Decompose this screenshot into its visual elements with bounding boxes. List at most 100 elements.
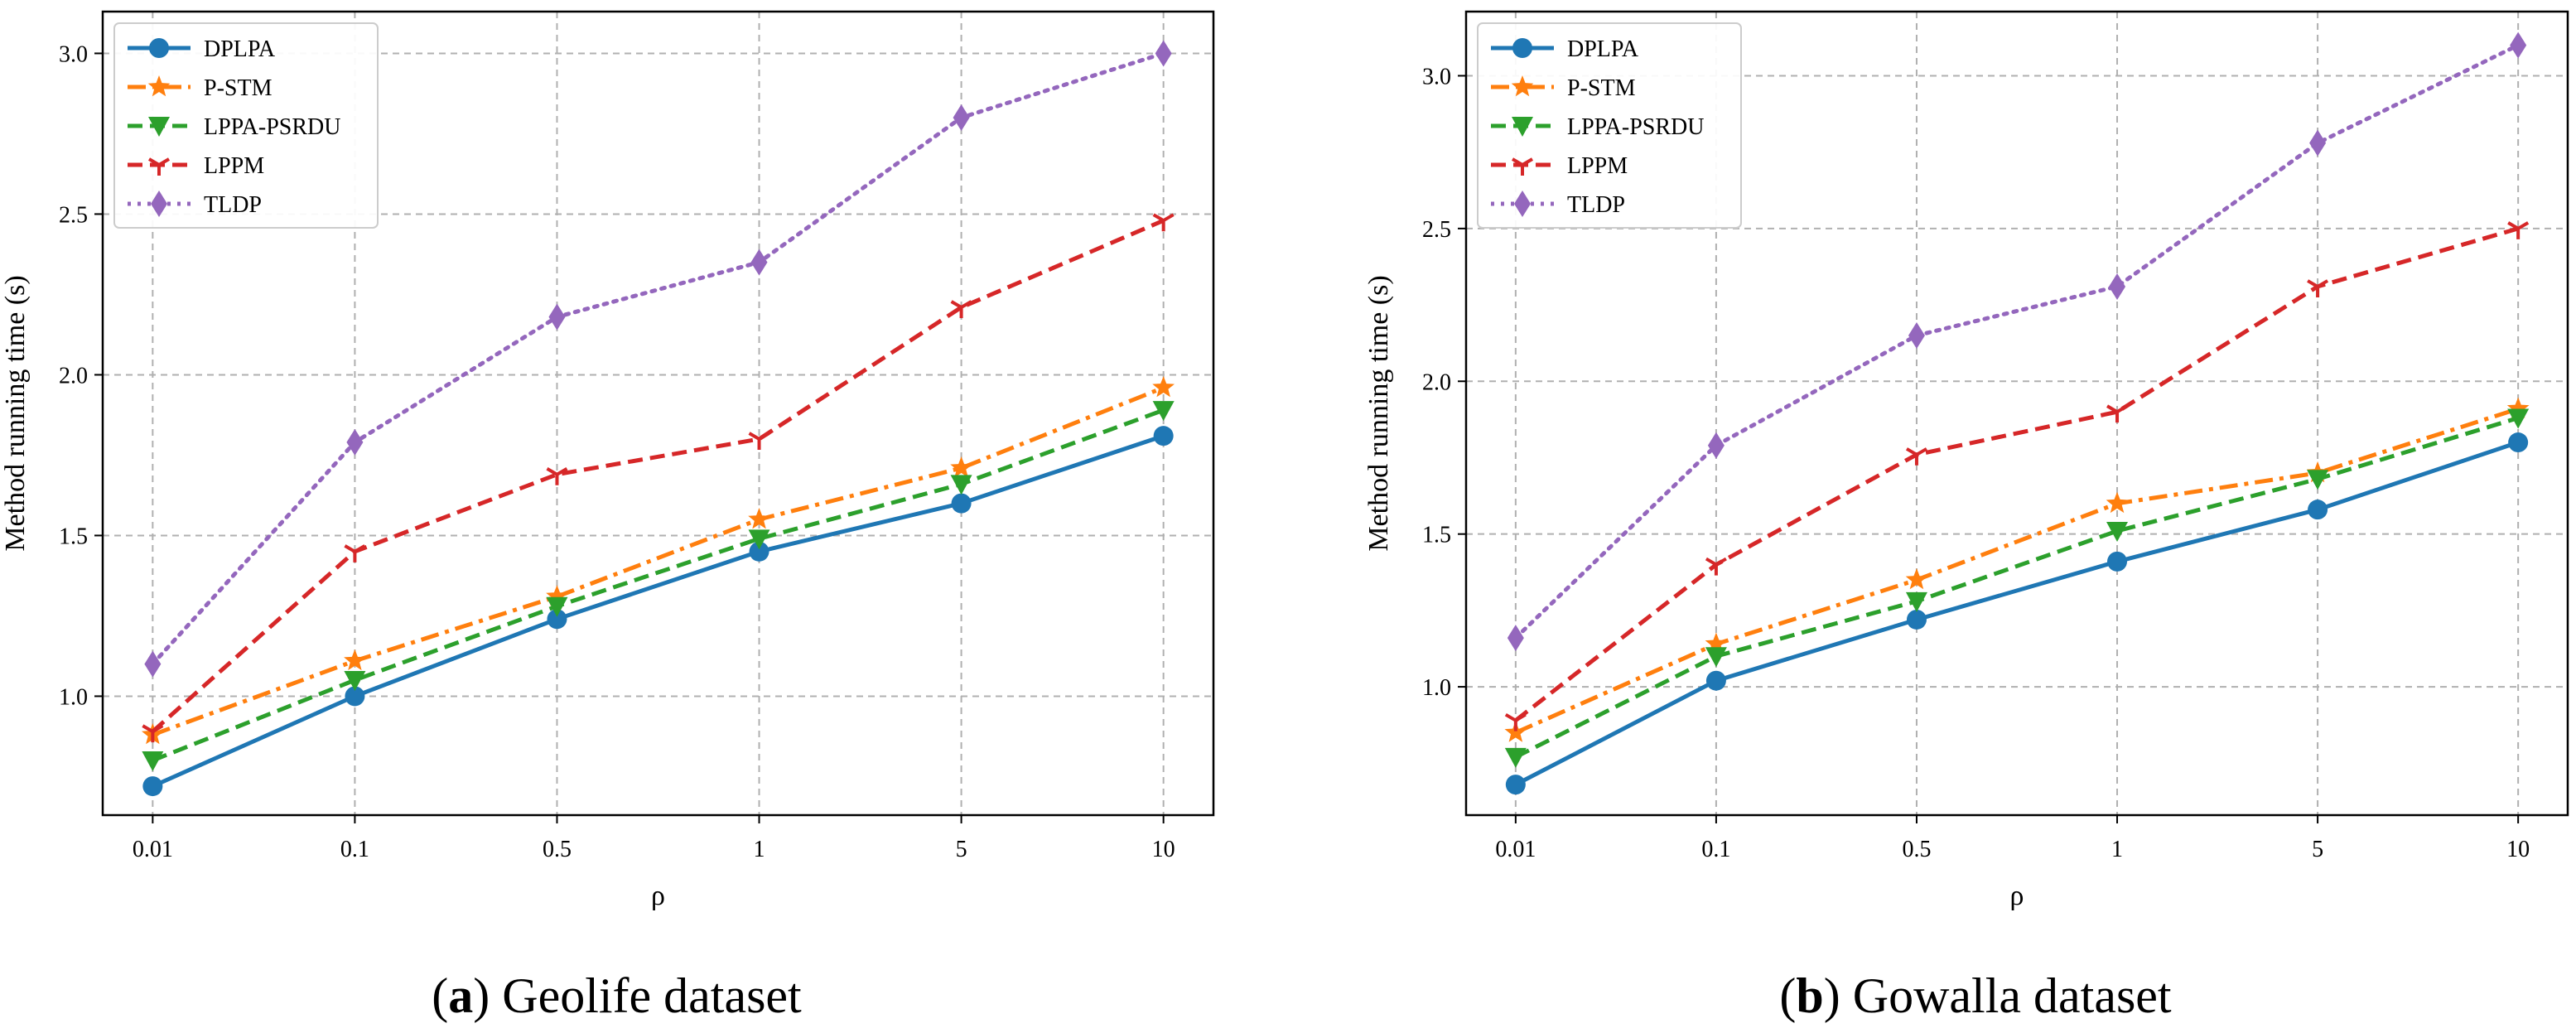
series-dplpa-marker-3 [749, 541, 769, 562]
series-tldp-marker-2 [548, 303, 566, 331]
series-lppm-marker-0 [1504, 712, 1527, 731]
legend-lppm-marker-0 [1511, 157, 1534, 176]
series-dplpa [142, 426, 1174, 797]
caption-paren-open: ( [1779, 968, 1796, 1023]
legend-lppm-label: LPPM [1567, 153, 1628, 179]
series-lppa-psrdu-marker-0 [1504, 747, 1527, 768]
caption-paren-close: ) [473, 968, 502, 1023]
series-lppm-marker-4 [2307, 279, 2329, 297]
chart-panel-geolife: 0.01 0.1 0.5 1 5 10 1.0 1.5 2.0 2.5 3.0 ρ Method run… [0, 10, 1215, 1023]
series-p-stm-marker-2 [1905, 568, 1928, 590]
series-lppa-psrdu-line [152, 408, 1165, 763]
series-lppm-marker-2 [1905, 447, 1927, 466]
series-dplpa-marker-2 [1906, 609, 1927, 630]
series-p-stm-marker-5 [1152, 376, 1175, 398]
plot-frame [1464, 10, 2569, 817]
y-tick-label: 1.0 [59, 684, 88, 710]
caption-paren-close: ) [1824, 968, 1853, 1023]
x-tick-label: 0.5 [1902, 837, 1931, 862]
series-lppm-marker-3 [2106, 404, 2129, 423]
series-lppa-psrdu-marker-3 [2106, 521, 2129, 542]
legend-dplpa-label: DPLPA [204, 36, 276, 62]
series-dplpa-marker-2 [547, 609, 567, 630]
series-p-stm-marker-0 [1504, 721, 1527, 742]
series-lppa-psrdu-marker-2 [546, 596, 568, 617]
series-lppm-marker-1 [1705, 557, 1727, 576]
y-tick-label: 2.5 [59, 202, 88, 228]
series-tldp-marker-1 [1707, 432, 1725, 459]
series-tldp-marker-3 [750, 249, 768, 276]
series-p-stm-marker-1 [1705, 632, 1728, 654]
y-tick-label: 1.5 [1422, 523, 1451, 548]
x-tick-label: 1 [754, 837, 765, 862]
legend-lppm-label: LPPM [204, 153, 264, 179]
series-lppm-marker-1 [344, 544, 366, 562]
legend-p-stm-label: P-STM [204, 75, 273, 101]
series-dplpa-marker-4 [951, 493, 972, 514]
series-lppa-psrdu-marker-1 [1705, 647, 1727, 668]
legend: DPLPA P-STM LPPA-PSRDU LPPM TLDP [1477, 22, 1742, 229]
series-lppa-psrdu-marker-5 [1152, 401, 1175, 422]
series-lppm-marker-4 [950, 300, 972, 318]
series-lppm-line [1514, 226, 2519, 722]
series-lppa-psrdu [1504, 408, 2530, 768]
series-tldp [1507, 31, 2527, 652]
x-tick-label: 10 [1152, 837, 1175, 862]
legend-p-stm-label: P-STM [1567, 75, 1636, 101]
series-dplpa-marker-0 [142, 776, 163, 797]
series-dplpa-marker-5 [1153, 426, 1174, 447]
series-lppm-marker-3 [748, 432, 770, 451]
legend-tldp-marker-0 [151, 191, 167, 217]
series-p-stm-marker-4 [950, 456, 972, 478]
series-lppm-marker-5 [1152, 213, 1175, 232]
legend-tldp-label: TLDP [1567, 192, 1625, 218]
series-p-stm-marker-2 [546, 585, 568, 606]
y-tick-label: 1.5 [59, 524, 88, 549]
series-dplpa-line [152, 433, 1165, 789]
x-tick-label: 1 [2111, 837, 2123, 862]
series-tldp [144, 40, 1172, 678]
series-tldp-marker-0 [1507, 625, 1524, 652]
series-dplpa-marker-1 [345, 686, 365, 707]
caption-paren-open: ( [432, 968, 448, 1023]
series-tldp-marker-1 [346, 428, 364, 456]
series-lppm-marker-2 [546, 466, 568, 485]
legend-tldp-label: TLDP [204, 192, 262, 218]
chart-panel-gowalla: 0.01 0.1 0.5 1 5 10 1.0 1.5 2.0 2.5 3.0 ρ Method run… [1363, 10, 2569, 1023]
series-dplpa-marker-3 [2107, 551, 2128, 572]
y-axis-label: Method running time (s) [0, 275, 31, 551]
series-lppm [1504, 221, 2530, 731]
legend-lppm-marker-0 [147, 157, 171, 176]
series-dplpa-marker-4 [2308, 500, 2328, 520]
y-tick-label: 3.0 [59, 41, 88, 67]
series-dplpa [1505, 432, 2529, 795]
series-lppa-psrdu-marker-2 [1905, 591, 1927, 612]
caption-letter: b [1796, 968, 1823, 1023]
series-lppm-marker-0 [142, 724, 164, 743]
series-p-stm-marker-5 [2506, 397, 2530, 418]
series-p-stm-marker-3 [748, 508, 770, 529]
legend-dplpa-marker-0 [1512, 38, 1532, 58]
series-lppm-line [151, 218, 1165, 733]
y-tick-label: 3.0 [1422, 64, 1451, 89]
series-p-stm-line [152, 385, 1165, 737]
series-dplpa-line [1514, 440, 2519, 787]
series-tldp-marker-4 [953, 104, 970, 132]
series-lppa-psrdu-line [1514, 416, 2519, 760]
series-p-stm-marker-1 [344, 649, 366, 671]
series-dplpa-marker-5 [2508, 432, 2529, 453]
series-lppm [142, 213, 1175, 743]
series-lppa-psrdu [142, 401, 1175, 772]
series-p-stm [142, 376, 1175, 745]
legend-p-stm-marker-0 [1511, 75, 1534, 97]
x-axis-label: ρ [2010, 881, 2024, 911]
series-tldp-marker-2 [1908, 321, 1925, 349]
legend-box [1477, 22, 1742, 229]
series-tldp-marker-5 [2510, 31, 2527, 59]
series-lppm-marker-5 [2507, 221, 2530, 239]
x-tick-label: 10 [2506, 837, 2530, 862]
legend-lppa-psrdu-marker-0 [1512, 117, 1533, 137]
panel-caption: (a) Geolife dataset [432, 968, 802, 1023]
series-lppa-psrdu-marker-4 [2307, 470, 2329, 490]
